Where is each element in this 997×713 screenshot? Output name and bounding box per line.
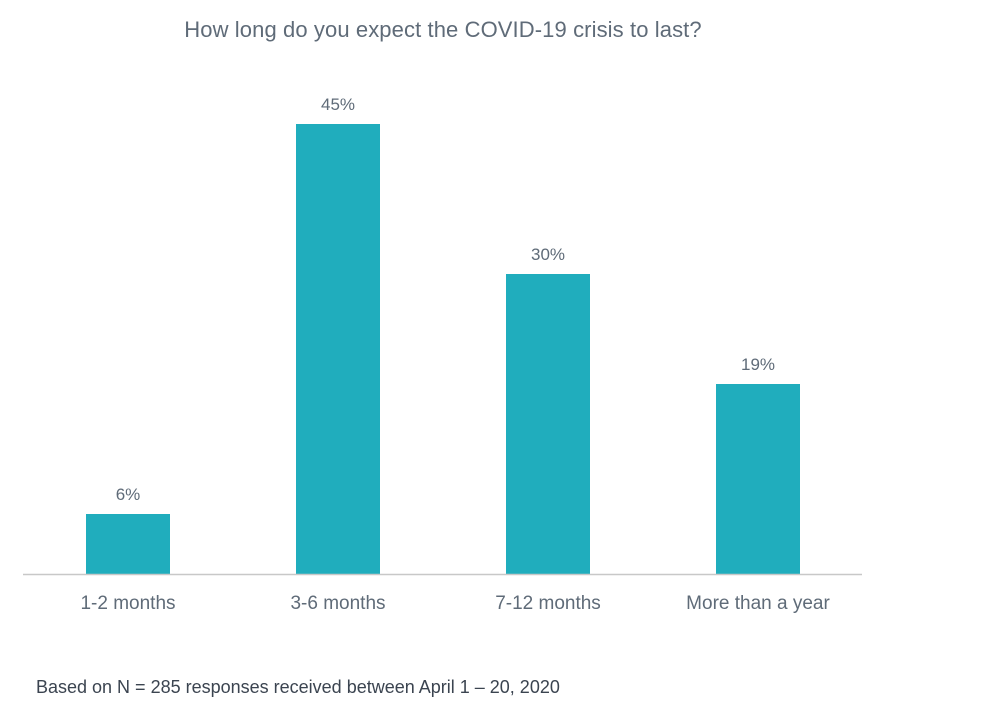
bar-1-2-months	[86, 514, 170, 574]
x-tick-label-3-6-months: 3-6 months	[290, 593, 385, 614]
chart-title: How long do you expect the COVID-19 cris…	[184, 17, 702, 42]
x-tick-label-7-12-months: 7-12 months	[495, 593, 601, 614]
x-tick-label-1-2-months: 1-2 months	[80, 593, 175, 614]
value-labels-layer: 6% 45% 30% 19%	[116, 95, 775, 504]
value-label-1-2-months: 6%	[116, 485, 141, 504]
x-tick-label-more-than-a-year: More than a year	[686, 593, 830, 614]
value-label-more-than-a-year: 19%	[741, 355, 775, 374]
value-label-7-12-months: 30%	[531, 245, 565, 264]
value-label-3-6-months: 45%	[321, 95, 355, 114]
footnote: Based on N = 285 responses received betw…	[36, 677, 560, 697]
bar-3-6-months	[296, 124, 380, 574]
category-ticks-layer: 1-2 months 3-6 months 7-12 months More than…	[80, 593, 830, 614]
bar-more-than-a-year	[716, 384, 800, 574]
bar-7-12-months	[506, 274, 590, 574]
bars-layer	[86, 124, 800, 574]
